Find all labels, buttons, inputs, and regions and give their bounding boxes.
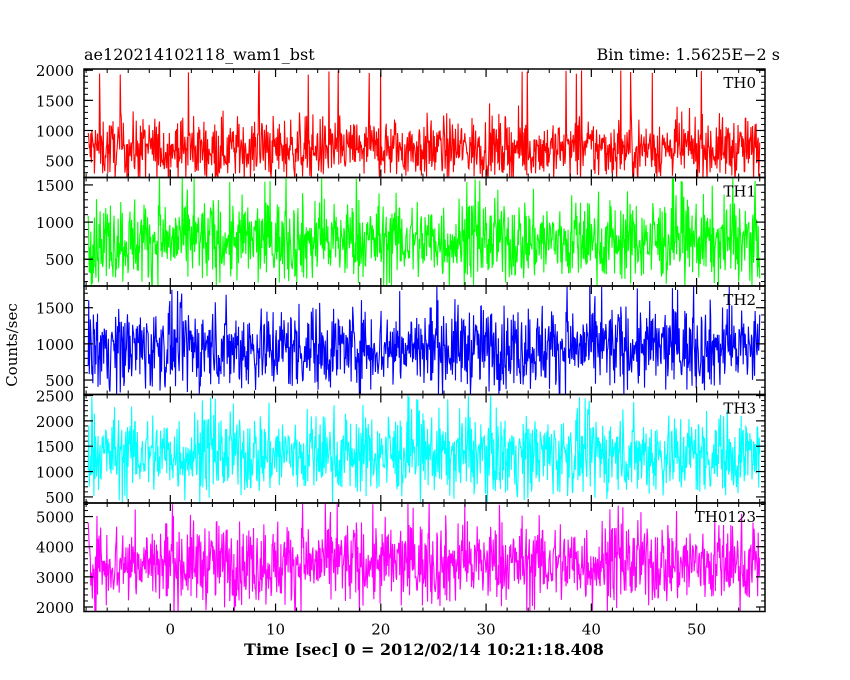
- x-tick-label: 0: [166, 621, 176, 639]
- y-tick-label-th0123: 5000: [36, 509, 74, 527]
- series-line-th0: [87, 70, 761, 178]
- y-axis-label: Counts/sec: [3, 303, 21, 387]
- chart-title-left: ae120214102118_wam1_bst: [84, 45, 315, 64]
- panel-frame-th0123: [83, 502, 766, 613]
- series-label-th0: TH0: [723, 74, 756, 92]
- series-line-th2: [87, 286, 761, 395]
- chart-title-right: Bin time: 1.5625E−2 s: [597, 45, 780, 64]
- x-tick-label: 10: [266, 621, 285, 639]
- y-tick-label-th1: 1500: [36, 177, 74, 195]
- series-line-th0123: [87, 503, 761, 612]
- x-tick-label: 40: [582, 621, 601, 639]
- series-label-th2: TH2: [723, 291, 756, 309]
- y-tick-label-th0: 500: [45, 153, 74, 171]
- y-tick-label-th3: 1500: [36, 438, 74, 456]
- x-tick-label: 30: [477, 621, 496, 639]
- y-tick-label-th3: 2500: [36, 388, 74, 406]
- series-label-th1: TH1: [723, 183, 756, 201]
- series-line-th3: [87, 395, 761, 503]
- y-tick-label-th0123: 3000: [36, 569, 74, 587]
- y-tick-label-th0: 1500: [36, 92, 74, 110]
- x-axis-label: Time [sec] 0 = 2012/02/14 10:21:18.408: [244, 640, 604, 659]
- series-label-th0123: TH0123: [695, 508, 756, 526]
- y-tick-label-th3: 1000: [36, 464, 74, 482]
- y-tick-label-th3: 500: [45, 489, 74, 507]
- series-line-th1: [87, 177, 761, 286]
- y-tick-label-th1: 500: [45, 251, 74, 269]
- y-tick-label-th2: 500: [45, 372, 74, 390]
- y-tick-label-th3: 2000: [36, 413, 74, 431]
- y-tick-label-th0: 1000: [36, 122, 74, 140]
- y-tick-label-th2: 1000: [36, 336, 74, 354]
- y-tick-label-th1: 1000: [36, 214, 74, 232]
- y-tick-label-th2: 1500: [36, 300, 74, 318]
- y-tick-label-th0: 2000: [36, 62, 74, 80]
- series-label-th3: TH3: [723, 400, 756, 418]
- x-tick-label: 20: [371, 621, 390, 639]
- y-tick-label-th0123: 2000: [36, 599, 74, 617]
- y-tick-label-th0123: 4000: [36, 539, 74, 557]
- x-tick-label: 50: [687, 621, 706, 639]
